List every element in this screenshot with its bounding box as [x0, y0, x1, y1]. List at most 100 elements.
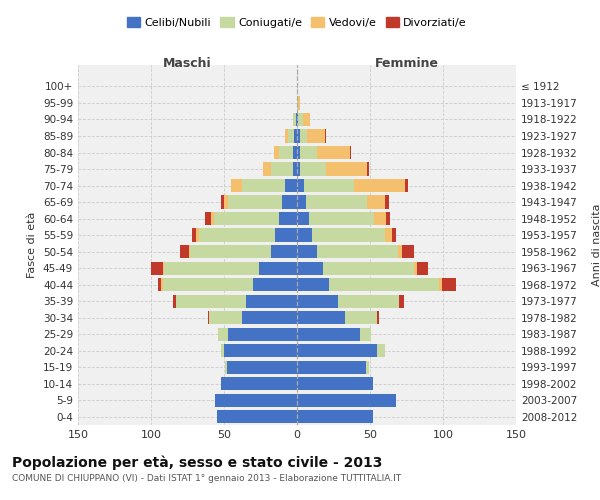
Bar — [392, 228, 396, 241]
Bar — [329, 278, 439, 291]
Bar — [199, 228, 275, 241]
Bar — [374, 212, 386, 225]
Bar — [293, 162, 297, 175]
Bar — [246, 294, 297, 308]
Bar — [259, 262, 297, 274]
Bar — [226, 360, 227, 374]
Bar — [405, 179, 408, 192]
Bar — [350, 146, 351, 159]
Bar — [300, 146, 317, 159]
Bar — [442, 278, 456, 291]
Bar — [242, 311, 297, 324]
Bar — [286, 179, 297, 192]
Bar — [283, 196, 297, 208]
Bar — [288, 130, 294, 142]
Bar — [271, 162, 293, 175]
Bar — [221, 377, 297, 390]
Bar — [298, 96, 300, 110]
Bar — [306, 196, 367, 208]
Legend: Celibi/Nubili, Coniugati/e, Vedovi/e, Divorziati/e: Celibi/Nubili, Coniugati/e, Vedovi/e, Di… — [122, 13, 472, 32]
Text: Maschi: Maschi — [163, 57, 212, 70]
Bar — [224, 196, 229, 208]
Bar — [151, 262, 163, 274]
Bar — [297, 245, 317, 258]
Bar — [297, 113, 298, 126]
Bar — [317, 245, 398, 258]
Bar — [304, 179, 354, 192]
Bar — [280, 146, 293, 159]
Bar — [297, 311, 345, 324]
Bar — [227, 360, 297, 374]
Bar — [297, 146, 300, 159]
Bar — [354, 179, 405, 192]
Bar — [308, 212, 374, 225]
Bar — [294, 130, 297, 142]
Bar — [365, 360, 368, 374]
Bar — [297, 377, 373, 390]
Bar — [300, 130, 307, 142]
Bar — [189, 245, 190, 258]
Bar — [221, 344, 224, 358]
Bar — [367, 196, 385, 208]
Bar — [298, 113, 303, 126]
Bar — [338, 294, 399, 308]
Bar — [297, 278, 329, 291]
Bar — [297, 294, 338, 308]
Bar — [215, 394, 297, 407]
Bar — [217, 410, 297, 424]
Bar — [360, 328, 371, 341]
Bar — [303, 113, 310, 126]
Bar — [325, 130, 326, 142]
Bar — [297, 328, 360, 341]
Bar — [297, 228, 311, 241]
Bar — [242, 179, 286, 192]
Bar — [297, 212, 308, 225]
Bar — [275, 228, 297, 241]
Bar — [196, 228, 199, 241]
Bar — [297, 96, 298, 110]
Bar — [399, 294, 404, 308]
Bar — [367, 162, 368, 175]
Bar — [311, 228, 385, 241]
Bar — [208, 311, 209, 324]
Bar — [293, 113, 296, 126]
Bar — [209, 311, 242, 324]
Bar — [173, 294, 176, 308]
Bar — [214, 212, 280, 225]
Bar — [300, 162, 326, 175]
Bar — [229, 196, 283, 208]
Bar — [385, 228, 392, 241]
Bar — [297, 360, 365, 374]
Bar — [253, 278, 297, 291]
Bar — [274, 146, 280, 159]
Bar — [164, 262, 259, 274]
Bar — [163, 278, 253, 291]
Bar — [161, 278, 163, 291]
Bar — [232, 179, 242, 192]
Bar — [414, 262, 417, 274]
Bar — [180, 245, 189, 258]
Bar — [297, 179, 304, 192]
Bar — [297, 394, 396, 407]
Bar — [190, 245, 271, 258]
Bar — [385, 196, 389, 208]
Bar — [317, 146, 350, 159]
Text: Femmine: Femmine — [374, 57, 439, 70]
Bar — [377, 311, 379, 324]
Bar — [224, 344, 297, 358]
Bar — [163, 262, 164, 274]
Bar — [307, 130, 325, 142]
Bar — [377, 344, 385, 358]
Bar — [297, 410, 373, 424]
Bar — [323, 262, 414, 274]
Y-axis label: Anni di nascita: Anni di nascita — [592, 204, 600, 286]
Y-axis label: Fasce di età: Fasce di età — [28, 212, 37, 278]
Bar — [176, 294, 246, 308]
Bar — [297, 344, 377, 358]
Bar — [326, 162, 367, 175]
Bar — [297, 130, 300, 142]
Bar — [158, 278, 161, 291]
Bar — [271, 245, 297, 258]
Bar — [293, 146, 297, 159]
Bar — [398, 245, 402, 258]
